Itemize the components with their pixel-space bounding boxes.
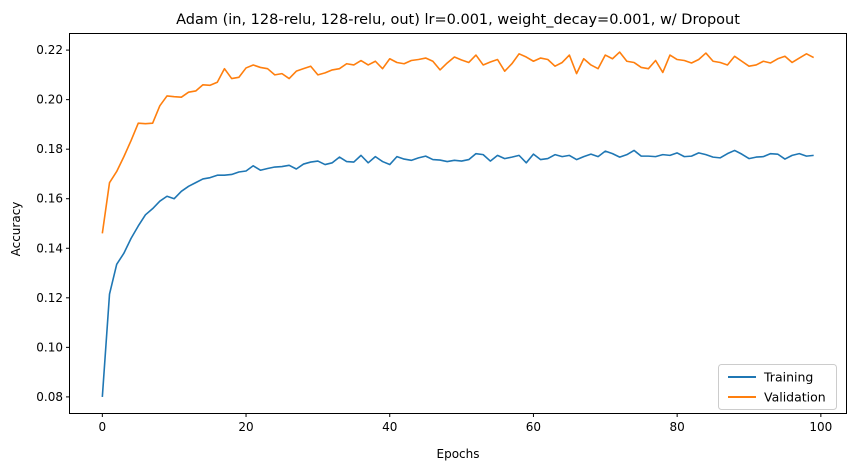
y-tick-label: 0.10	[36, 340, 63, 354]
legend: Training Validation	[718, 364, 837, 410]
y-tick-label: 0.16	[36, 192, 63, 206]
x-axis-label: Epochs	[437, 447, 480, 461]
legend-box	[718, 364, 837, 410]
y-tick-label: 0.18	[36, 142, 63, 156]
x-tick-label: 100	[809, 420, 832, 434]
series-line-training	[101, 149, 814, 397]
x-tick-label: 80	[670, 420, 685, 434]
y-tick-label: 0.12	[36, 291, 63, 305]
x-tick-label: 60	[526, 420, 541, 434]
y-axis-ticks: 0.08 0.10 0.12 0.14 0.16 0.18 0.20 0.22	[36, 43, 70, 404]
y-tick-label: 0.08	[36, 390, 63, 404]
x-tick-label: 0	[99, 420, 107, 434]
legend-label-validation: Validation	[764, 390, 826, 405]
x-tick-label: 40	[382, 420, 397, 434]
chart-title: Adam (in, 128-relu, 128-relu, out) lr=0.…	[176, 12, 740, 28]
plot-area-frame	[69, 33, 847, 414]
y-tick-label: 0.22	[36, 43, 63, 57]
y-axis-label: Accuracy	[9, 202, 23, 257]
series-line-validation	[101, 51, 815, 234]
plot-series-group	[101, 51, 815, 397]
x-axis-ticks: 0 20 40 60 80 100	[99, 413, 832, 434]
y-tick-label: 0.20	[36, 93, 63, 107]
x-tick-label: 20	[238, 420, 253, 434]
y-tick-label: 0.14	[36, 241, 63, 255]
legend-label-training: Training	[763, 370, 813, 385]
